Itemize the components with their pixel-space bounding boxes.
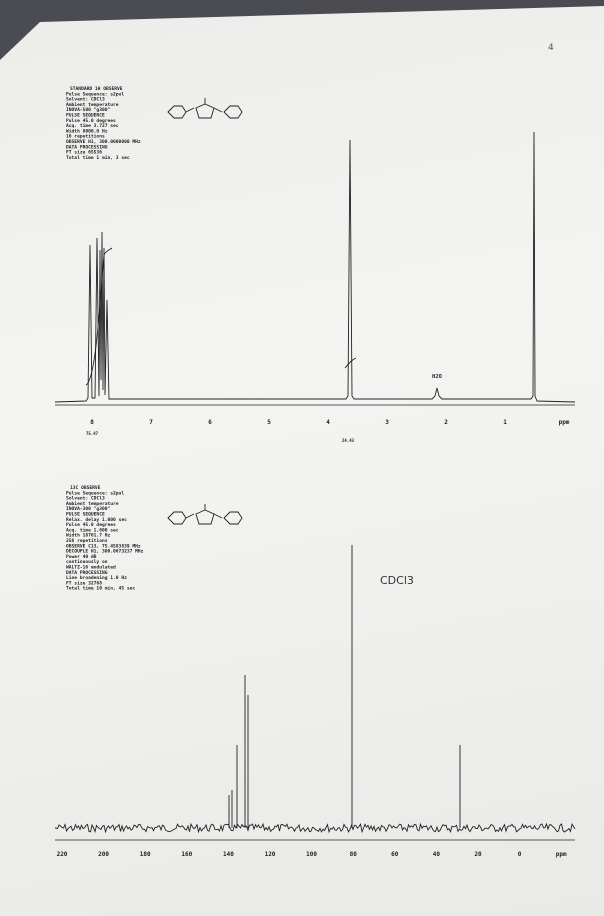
header-line: PULSE SEQUENCE [66,512,105,518]
header-line: Line broadening 1.0 Hz [66,575,127,581]
x-tick-label: 40 [433,851,441,858]
header-line: 256 repetitions [66,538,108,544]
header-line: FT size 32768 [66,580,102,586]
header-line: Pulse 45.0 degrees [66,522,116,528]
integral-value: 24.43 [342,438,355,443]
header-line: Power 40 dB [66,554,97,560]
x-tick-label: 220 [57,851,68,858]
header-line: Relax. delay 1.000 sec [66,517,127,523]
x-axis-labels: 220 200 180 160 140 120 100 80 60 40 20 0 ppm [57,851,567,858]
spectrum-baseline [54,822,576,834]
x-tick-label: 200 [98,851,109,858]
header-line: Width 8000.0 Hz [66,128,108,134]
structure [167,504,243,525]
header-line: DATA PROCESSING [66,570,108,576]
header-line: Ambient temperature [66,102,119,108]
x-tick-label: 6 [208,419,212,426]
header-line: FT size 65536 [66,150,102,156]
x-tick-label: 7 [149,419,153,426]
x-tick-label: 3 [385,419,389,426]
x-tick-label: 2 [444,419,448,426]
x-tick-label: 5 [267,419,271,426]
header-line: Ambient temperature [66,501,119,507]
header-line: Acq. time 1.600 sec [66,527,119,533]
handwritten-note: CDCl3 [380,574,414,587]
x-tick-label: 20 [474,851,482,858]
header-line: INOVA-300 "g300" [66,506,110,512]
header-line: DATA PROCESSING [66,144,108,150]
header-line: Total time 10 min, 45 sec [66,586,135,592]
x-tick-label: 180 [140,851,151,858]
header-line: continuously on [66,559,108,565]
integral [85,247,357,386]
x-tick-label: 160 [181,851,192,858]
header-line: PULSE SEQUENCE [66,113,105,119]
x-tick-label: 100 [306,851,317,858]
header-line: STANDARD 1H OBSERVE [70,86,123,92]
header-line: Solvent: CDCl3 [66,496,105,502]
header-line: OBSERVE H1, 300.0000000 MHz [66,139,141,145]
x-tick-label: 60 [391,851,399,858]
x-tick-label: 140 [223,851,234,858]
x-tick-label: 4 [326,419,330,426]
header-line: WALTZ-16 modulated [66,565,116,571]
x-tick-label: ppm [559,419,570,426]
integral-value: 75.47 [86,431,99,436]
header-line: Total time 1 min, 3 sec [66,155,130,161]
x-axis-labels: 8 7 6 5 4 3 2 1 ppm [90,419,570,426]
x-tick-label: 8 [90,419,94,426]
header-line: INOVA-500 "g300" [66,107,110,113]
peak-label: H2O [432,374,443,380]
x-tick-label: 80 [350,851,358,858]
header-line: 16 repetitions [66,134,105,140]
x-tick-label: 0 [518,851,522,858]
spectrum-peaks [228,545,461,828]
header-line: DECOUPLE H1, 300.0673237 MHz [66,549,144,555]
spectrum [54,131,576,403]
header-line: Solvent: CDCl3 [66,97,105,103]
x-tick-label: ppm [556,851,567,858]
structure [167,98,243,119]
header-line: 13C OBSERVE [70,485,101,491]
header-line: Pulse Sequence: s2pul [66,91,124,97]
page-number: 4 [548,43,554,53]
header-line: OBSERVE C13, 75.4583839 MHz [66,543,141,549]
header-line: Pulse 45.0 degrees [66,118,116,124]
header-line: Pulse Sequence: s2pul [66,490,124,496]
header-line: Width 18761.7 Hz [66,533,110,539]
x-tick-label: 120 [265,851,276,858]
header-line: Acq. time 3.727 sec [66,123,119,129]
dark-corner [0,0,604,60]
x-tick-label: 1 [503,419,507,426]
